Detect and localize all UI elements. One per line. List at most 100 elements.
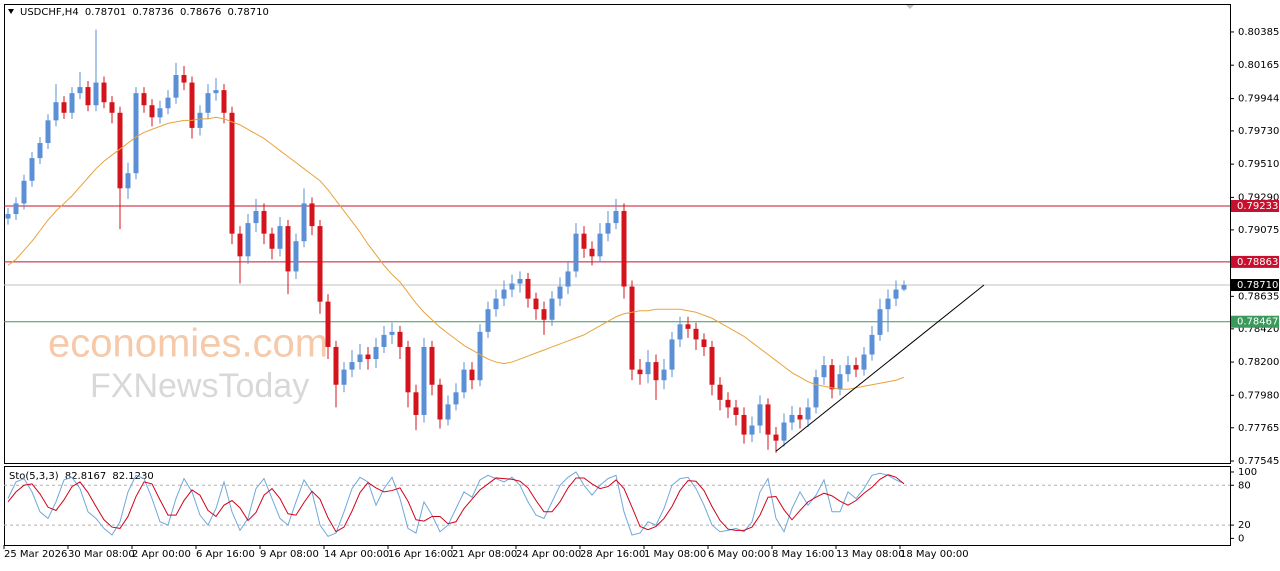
candle-body <box>349 362 355 370</box>
candle-body <box>645 362 651 375</box>
candle-body <box>485 309 491 332</box>
candle-body <box>581 233 587 249</box>
candle-body <box>805 407 811 420</box>
candle-body <box>189 82 195 128</box>
candle-body <box>109 102 115 113</box>
candle-body <box>69 93 75 113</box>
price-level-label: 0.78467 <box>1237 317 1278 328</box>
candle-body <box>861 354 867 370</box>
candle-body <box>453 392 459 405</box>
candle-body <box>157 108 163 118</box>
candle-body <box>197 112 203 128</box>
candle-body <box>693 328 699 340</box>
candle-body <box>901 285 907 290</box>
candle-body <box>605 223 611 234</box>
y-tick-label: 0.79730 <box>1238 126 1279 137</box>
y-tick-label: 0.78420 <box>1238 324 1279 335</box>
candle-body <box>797 414 803 420</box>
x-tick-label: 2 Apr 00:00 <box>132 549 191 560</box>
candle-body <box>301 203 307 242</box>
candle-body <box>869 334 875 355</box>
candle-body <box>621 210 627 287</box>
candle-body <box>5 214 11 219</box>
candle-body <box>821 365 827 378</box>
main-panel <box>4 4 1231 464</box>
y2-tick-label: 0 <box>1238 533 1244 544</box>
y2-tick-label: 100 <box>1238 467 1257 478</box>
price-level-label: 0.78863 <box>1237 257 1278 268</box>
y-tick-label: 0.77765 <box>1238 423 1279 434</box>
y-tick-label: 0.78635 <box>1238 291 1279 302</box>
indicator-info: Sto(5,3,3) 82.8167 82.1230 <box>9 471 154 482</box>
y-tick-label: 0.80385 <box>1238 27 1279 38</box>
candle-body <box>437 384 443 420</box>
candle-body <box>765 404 771 435</box>
price-level-box <box>1231 255 1279 268</box>
candle-body <box>101 82 107 103</box>
candle-body <box>773 434 779 441</box>
candle-body <box>237 233 243 257</box>
candle-body <box>181 75 187 83</box>
candle-body <box>717 384 723 400</box>
y2-tick-label: 20 <box>1238 520 1251 531</box>
candle-body <box>789 414 795 423</box>
candle-body <box>741 414 747 435</box>
candle-body <box>413 392 419 415</box>
candle-body <box>125 173 131 189</box>
candle-body <box>853 365 859 370</box>
candle-body <box>661 369 667 381</box>
indicator-panel <box>4 466 1231 546</box>
candle-body <box>749 425 755 435</box>
candle-body <box>421 346 427 415</box>
candle-body <box>701 339 707 347</box>
y-tick-label: 0.79290 <box>1238 192 1279 203</box>
candle-body <box>461 369 467 393</box>
x-tick-label: 16 Apr 16:00 <box>388 549 453 560</box>
candle-body <box>877 309 883 335</box>
candle-body <box>29 158 35 181</box>
x-tick-label: 1 May 08:00 <box>644 549 706 560</box>
candle-body <box>213 90 219 94</box>
x-tick-label: 25 Mar 2026 <box>4 549 67 560</box>
x-tick-label: 24 Apr 00:00 <box>516 549 581 560</box>
header: USDCHF,H4 0.78701 0.78736 0.78676 0.7871… <box>20 7 269 18</box>
candle-body <box>365 354 371 360</box>
candle-body <box>245 223 251 257</box>
x-tick-label: 21 Apr 08:00 <box>452 549 517 560</box>
candle-body <box>813 377 819 408</box>
candle-body <box>613 210 619 224</box>
y-tick-label: 0.79944 <box>1238 94 1279 105</box>
shift-marker <box>906 5 914 9</box>
indicator-main: 82.8167 <box>65 471 106 482</box>
candle-body <box>165 97 171 109</box>
candle-body <box>685 324 691 329</box>
candle-body <box>261 210 267 234</box>
candle-body <box>549 298 555 320</box>
candle-body <box>509 283 515 290</box>
y2-tick-label: 80 <box>1238 480 1251 491</box>
x-tick-label: 6 Apr 16:00 <box>196 549 255 560</box>
candle-body <box>397 331 403 347</box>
candle-body <box>837 374 843 390</box>
y-tick-label: 0.79510 <box>1238 159 1279 170</box>
candle-body <box>781 422 787 441</box>
candle-body <box>501 289 507 299</box>
candle-body <box>13 203 19 215</box>
candle-body <box>637 369 643 375</box>
candle-body <box>117 112 123 189</box>
candle-body <box>277 226 283 249</box>
indicator-name: Sto(5,3,3) <box>9 471 59 482</box>
indicator-signal: 82.1230 <box>112 471 153 482</box>
price-level-label: 0.78710 <box>1237 280 1278 291</box>
candle-body <box>493 298 499 310</box>
high-price: 0.78736 <box>132 7 173 18</box>
symbol: USDCHF,H4 <box>20 7 79 18</box>
candle-body <box>357 354 363 363</box>
stochastic-line <box>7 471 905 537</box>
price-level-label: 0.79233 <box>1237 201 1278 212</box>
candle-body <box>221 90 227 113</box>
trendline <box>775 284 985 452</box>
candle-body <box>389 331 395 335</box>
